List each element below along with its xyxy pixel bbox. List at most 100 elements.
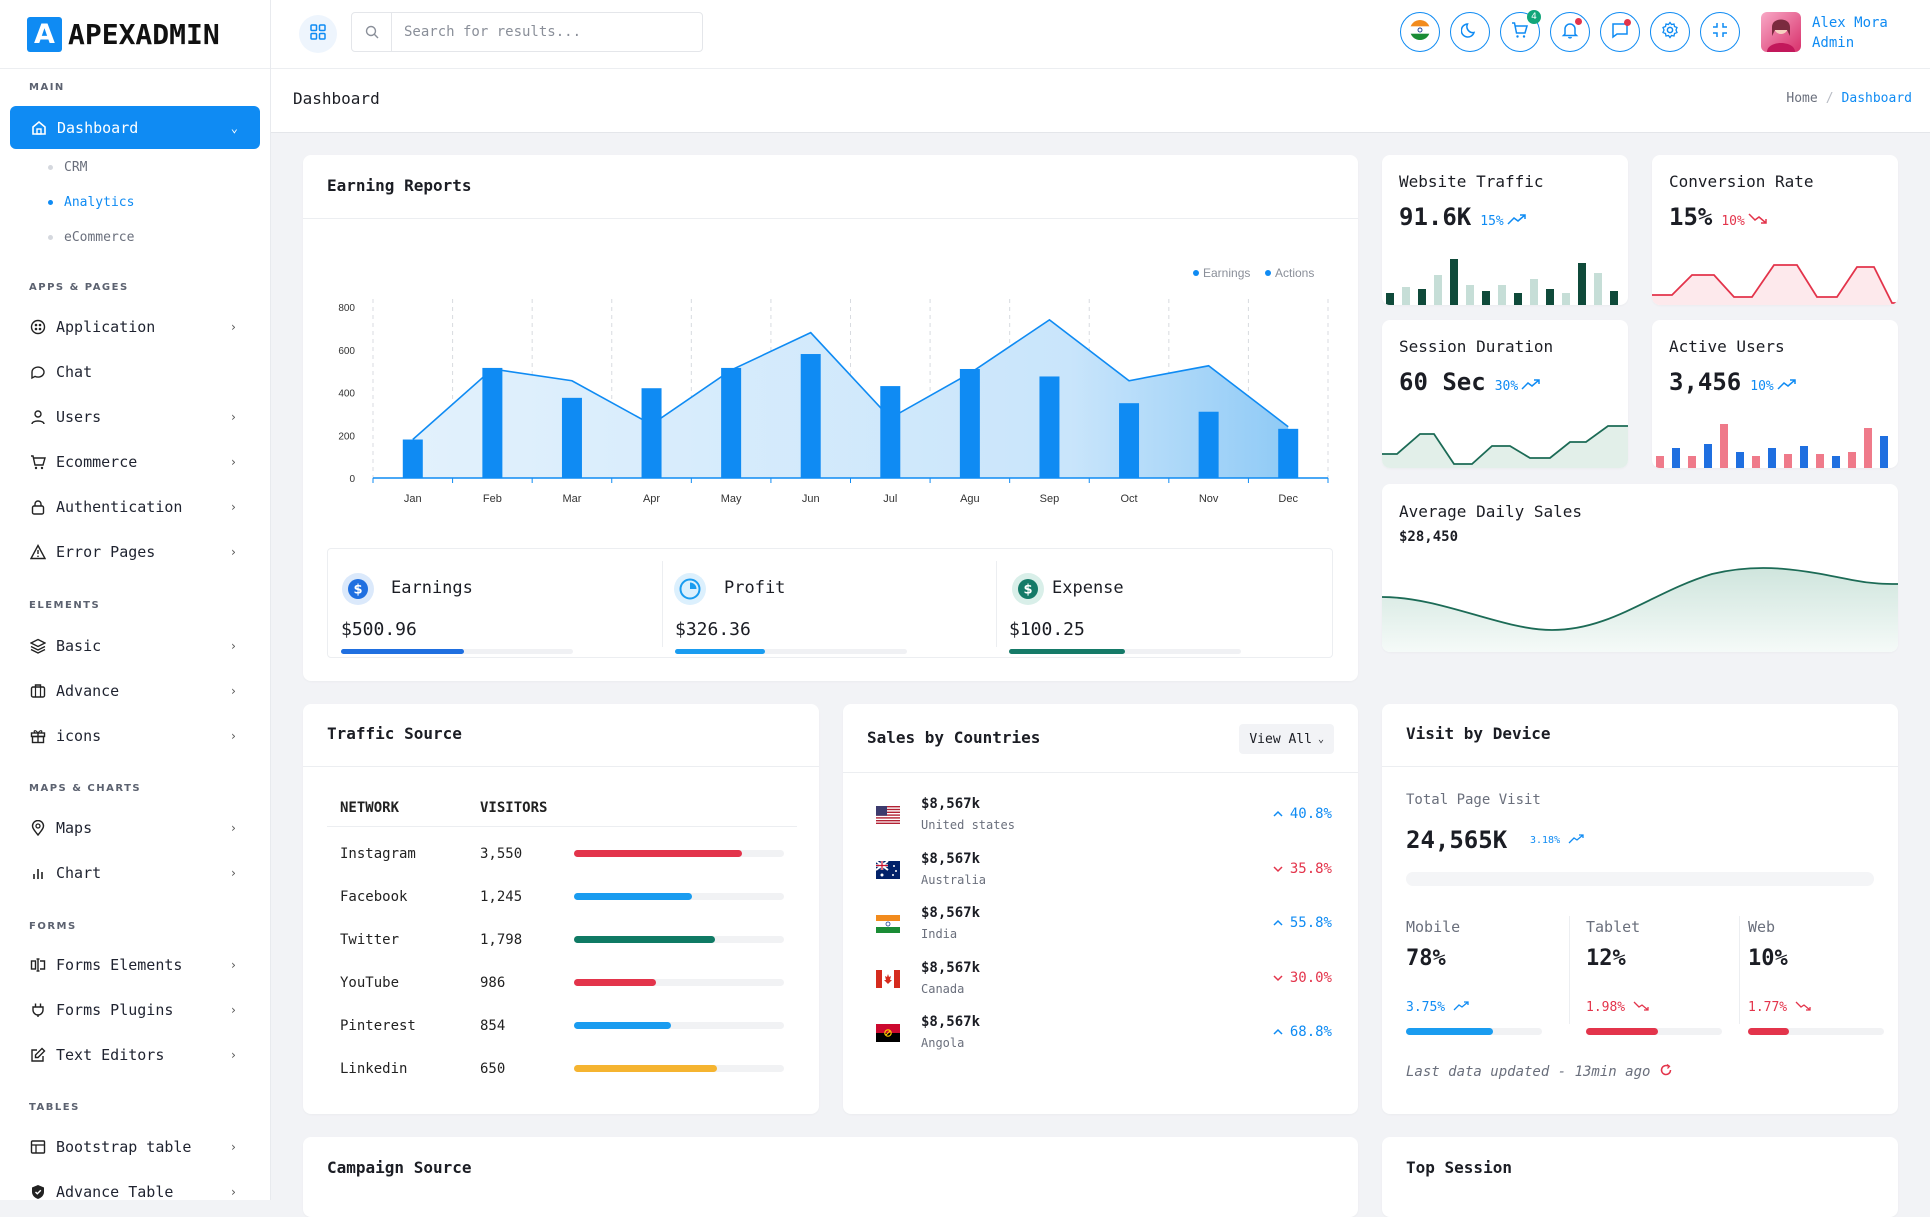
sidebar-item-label: Dashboard <box>57 118 139 137</box>
actions-area <box>412 319 1289 478</box>
country-pct: 35.8% <box>1289 860 1332 877</box>
campaign-source-card: Campaign Source <box>303 1137 1358 1217</box>
country-sales: $8,567k <box>921 905 981 921</box>
total-pct-row: 3.18% <box>1530 834 1584 847</box>
legend-dot <box>1193 270 1199 276</box>
card-title: Visit by Device <box>1406 724 1551 743</box>
sidebar-item-chart[interactable]: Chart › <box>0 853 270 893</box>
settings-button[interactable] <box>1650 12 1690 52</box>
search-icon[interactable] <box>352 13 392 51</box>
website-traffic-card: Website Traffic 91.6K 15% <box>1382 155 1628 305</box>
trend-up-icon <box>1507 203 1527 231</box>
device-pct: 3.75% <box>1406 1000 1446 1015</box>
avatar[interactable] <box>1761 12 1801 52</box>
sidebar-sub-ecommerce[interactable]: eCommerce <box>48 230 134 245</box>
svg-text:$: $ <box>353 583 362 598</box>
refresh-icon[interactable] <box>1660 1063 1672 1080</box>
card-title: Earning Reports <box>327 176 472 195</box>
last-updated: Last data updated - 13min ago <box>1406 1064 1651 1080</box>
visitor-progress <box>574 850 784 857</box>
users-bars <box>1656 424 1888 468</box>
kpi-progress-fill <box>675 649 766 654</box>
list-item: $8,567k Australia 35.8% <box>843 851 1358 897</box>
apps-grid-button[interactable] <box>299 15 337 53</box>
stat-value: 91.6K <box>1399 203 1472 231</box>
stat-value: 3,456 <box>1669 368 1742 396</box>
sidebar-item-advance-table[interactable]: Advance Table › <box>0 1172 270 1200</box>
device-pct: 1.77% <box>1748 1000 1788 1015</box>
device-progress-fill <box>1586 1028 1659 1035</box>
sidebar-item-application[interactable]: Application › <box>0 307 270 347</box>
sidebar-item-text-editors[interactable]: Text Editors › <box>0 1035 270 1075</box>
stat-pct: 10% <box>1750 379 1774 394</box>
device-value: 12% <box>1586 946 1626 971</box>
sidebar-item-advance[interactable]: Advance › <box>0 671 270 711</box>
sidebar-item-maps[interactable]: Maps › <box>0 808 270 848</box>
messages-button[interactable] <box>1600 12 1640 52</box>
cart-button[interactable]: 4 <box>1500 10 1541 52</box>
chat-icon <box>29 363 47 381</box>
visitor-progress-fill <box>574 893 692 900</box>
chevron-right-icon: › <box>229 1185 237 1199</box>
section-elements: ELEMENTS <box>29 600 101 611</box>
sidebar-item-dashboard[interactable]: Dashboard ⌄ <box>10 106 260 149</box>
sidebar-item-basic[interactable]: Basic › <box>0 626 270 666</box>
sidebar-item-chat[interactable]: Chat <box>0 352 270 392</box>
x-tick-label: Jul <box>883 493 897 505</box>
chevron-up-icon <box>1273 1024 1283 1040</box>
sidebar-item-forms-plugins[interactable]: Forms Plugins › <box>0 990 270 1030</box>
sidebar-item-error-pages[interactable]: Error Pages › <box>0 532 270 572</box>
conversion-sparkline <box>1652 264 1898 305</box>
x-tick-label: Nov <box>1199 493 1219 505</box>
sidebar-sub-crm[interactable]: CRM <box>48 160 87 175</box>
pie-chart-icon <box>674 573 706 605</box>
kpi-earnings: $ Earnings $500.96 <box>328 561 662 659</box>
device-progress-fill <box>1406 1028 1494 1035</box>
view-all-dropdown[interactable]: View All ⌄ <box>1239 724 1334 754</box>
kpi-label: Profit <box>724 578 786 598</box>
country-name: Canada <box>921 981 965 996</box>
breadcrumb-home[interactable]: Home <box>1786 91 1818 106</box>
chevron-right-icon: › <box>229 1140 237 1154</box>
user-info[interactable]: Alex Mora Admin <box>1812 13 1888 53</box>
logo[interactable]: A APEXADMIN <box>0 0 270 69</box>
earnings-bar <box>1278 428 1299 478</box>
breadcrumb-separator: / <box>1825 91 1834 106</box>
minimize-icon <box>1711 21 1729 43</box>
kpi-label: Expense <box>1052 578 1124 598</box>
divider <box>843 772 1358 773</box>
x-tick-label: Jun <box>802 493 820 505</box>
gift-icon <box>29 727 47 745</box>
sidebar-sub-analytics[interactable]: Analytics <box>48 195 134 210</box>
stat-value-row: 15% 10% <box>1669 203 1768 231</box>
earnings-bar <box>1039 376 1060 478</box>
fullscreen-button[interactable] <box>1700 12 1740 52</box>
earnings-bar <box>482 367 503 478</box>
stat-value: $28,450 <box>1399 529 1459 545</box>
stat-pct: 30% <box>1494 379 1519 394</box>
sidebar-item-users[interactable]: Users › <box>0 397 270 437</box>
india-flag-icon <box>1409 19 1431 45</box>
language-button[interactable] <box>1400 12 1440 52</box>
flag-icon <box>875 859 900 879</box>
sidebar-item-icons[interactable]: icons › <box>0 716 270 756</box>
briefcase-icon <box>29 682 47 700</box>
table-row: YouTube 986 <box>303 963 819 999</box>
network-name: Twitter <box>340 932 400 948</box>
cart-icon <box>1511 21 1529 43</box>
notifications-button[interactable] <box>1550 12 1590 52</box>
sidebar-item-forms-elements[interactable]: Forms Elements › <box>0 945 270 985</box>
conversion-rate-card: Conversion Rate 15% 10% <box>1652 155 1898 305</box>
kpi-strip: $ Earnings $500.96 Profit $326.36 $ Expe… <box>327 548 1333 658</box>
network-name: Linkedin <box>340 1061 408 1077</box>
sidebar-item-authentication[interactable]: Authentication › <box>0 487 270 527</box>
sidebar-item-bootstrap-table[interactable]: Bootstrap table › <box>0 1127 270 1167</box>
chevron-right-icon: › <box>229 684 237 698</box>
cart-icon <box>29 453 47 471</box>
country-pct: 30.0% <box>1289 969 1332 986</box>
search-input[interactable] <box>392 24 692 40</box>
bullet-icon <box>48 165 53 170</box>
sidebar-item-ecommerce[interactable]: Ecommerce › <box>0 442 270 482</box>
theme-toggle-button[interactable] <box>1450 12 1490 52</box>
kpi-value: $500.96 <box>341 619 417 640</box>
